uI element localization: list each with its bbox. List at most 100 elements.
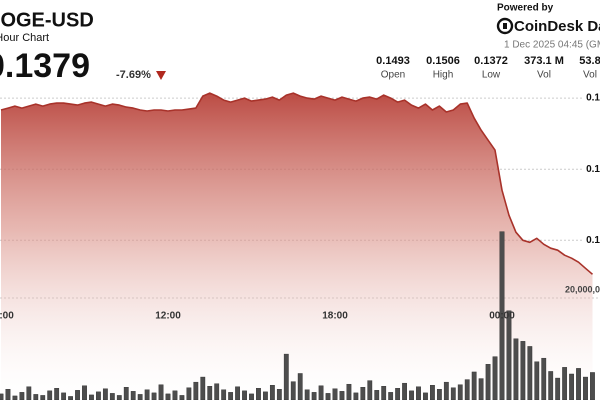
volume-bar [68, 396, 73, 400]
volume-bar [151, 392, 157, 400]
volume-bar [130, 391, 136, 400]
powered-by: Powered by [497, 3, 554, 14]
volume-bar [541, 357, 547, 400]
volume-bar [40, 395, 46, 400]
volume-bar [263, 391, 268, 400]
volume-bar [569, 373, 574, 400]
volume-bar [75, 390, 80, 400]
volume-bar [33, 394, 39, 400]
volume-bar [228, 392, 234, 400]
volume-bar [471, 371, 477, 400]
stat-value: 0.1372 [474, 55, 508, 67]
volume-bar [96, 391, 101, 400]
volume-bar [82, 385, 87, 400]
volume-bar [54, 388, 60, 400]
volume-bar [527, 346, 533, 400]
volume-bar [513, 338, 519, 400]
change: -7.69% [116, 69, 151, 81]
volume-bar [5, 389, 11, 400]
volume-bar [464, 379, 470, 400]
volume-bar [388, 392, 394, 400]
volume-bar [207, 386, 213, 400]
stat-label: Low [482, 70, 501, 81]
y-tick-label: 0.1 [586, 93, 600, 104]
volume-bar [367, 380, 373, 400]
volume-bar [332, 388, 338, 400]
x-tick-label: 00:00 [489, 311, 515, 322]
volume-bar [116, 395, 122, 400]
price-area [1, 93, 593, 400]
volume-bar [395, 388, 401, 400]
volume-bar [144, 389, 150, 400]
volume-bar [506, 310, 512, 400]
volume-bar [583, 376, 588, 400]
timestamp: 1 Dec 2025 04:45 (GM [504, 40, 600, 51]
volume-bar [158, 384, 164, 400]
stat-label: Open [381, 70, 405, 81]
y-tick-label: 0.1 [586, 235, 600, 246]
volume-bar [221, 389, 227, 400]
volume-bar [443, 381, 449, 400]
down-arrow [156, 71, 166, 80]
price-line [0, 92, 594, 275]
volume-bar [249, 393, 254, 400]
volume-bar [214, 383, 220, 400]
volume-bar [193, 381, 199, 400]
volume-bar [165, 393, 171, 400]
volume-bar [450, 387, 456, 400]
brand: CoinDesk Dat [514, 18, 600, 35]
volume-bar [318, 385, 324, 400]
stat-value: 0.1506 [426, 55, 460, 67]
volume-bar [325, 393, 331, 400]
stat-value: 53.8 [579, 55, 600, 67]
volume-bar [548, 371, 554, 400]
volume-bar [269, 385, 275, 400]
volume-bar [172, 390, 178, 400]
title: DOGE-USD [0, 9, 94, 31]
volume-bar [242, 390, 247, 400]
volume-bar [381, 386, 387, 400]
volume-bar [590, 372, 595, 400]
stat-value: 0.1493 [376, 55, 410, 67]
subtitle: 24 Hour Chart [0, 32, 49, 44]
volume-bar [89, 394, 94, 400]
volume-bar [562, 367, 568, 400]
volume-bar [276, 389, 282, 400]
volume-bar [19, 392, 25, 400]
volume-bar [485, 364, 491, 400]
volume-bar [102, 388, 108, 400]
volume-bar [534, 361, 540, 400]
header: DOGE-USD 24 Hour Chart 0.1379 -7.69% Pow… [0, 3, 600, 85]
volume-bar [235, 386, 240, 400]
volume-bar [492, 356, 498, 400]
volume-bar [0, 393, 4, 400]
volume-bar [360, 387, 366, 400]
volume-bar [430, 385, 435, 400]
stat-label: High [433, 70, 454, 81]
volume-bar [346, 383, 352, 400]
volume-bar [409, 390, 414, 400]
volume-bar [47, 390, 53, 400]
volume-bar [256, 388, 261, 400]
volume-bar [499, 231, 505, 400]
y2-tick-label: 20,000,0 [565, 284, 600, 294]
volume-bar [186, 387, 192, 400]
y-tick-label: 0.1 [586, 164, 600, 175]
volume-bar [109, 393, 115, 400]
volume-bar [353, 392, 359, 400]
stat-label: Vol [537, 70, 551, 81]
volume-bar [374, 390, 380, 400]
brand-logo [496, 17, 514, 35]
x-tick-label: 18:00 [322, 311, 348, 322]
volume-bar [297, 373, 303, 400]
volume-bar [290, 381, 296, 400]
volume-bar [12, 395, 18, 400]
volume-bar [478, 378, 484, 400]
volume-bar [26, 386, 32, 400]
x-tick-label: 06:00 [0, 311, 14, 322]
volume-bar [402, 382, 407, 400]
volume-bar [423, 392, 428, 400]
stat-label: Vol [583, 70, 597, 81]
